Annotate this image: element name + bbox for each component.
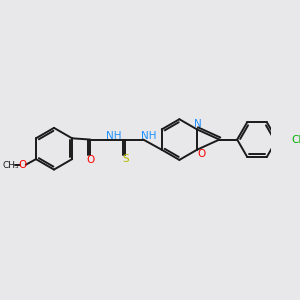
Text: S: S — [122, 154, 129, 164]
Text: NH: NH — [141, 131, 156, 141]
Text: O: O — [19, 160, 27, 170]
Text: CH₃: CH₃ — [2, 161, 19, 170]
Text: O: O — [197, 149, 206, 159]
Text: NH: NH — [106, 131, 121, 141]
Text: Cl: Cl — [292, 135, 300, 145]
Text: O: O — [86, 155, 94, 165]
Text: N: N — [194, 119, 202, 129]
